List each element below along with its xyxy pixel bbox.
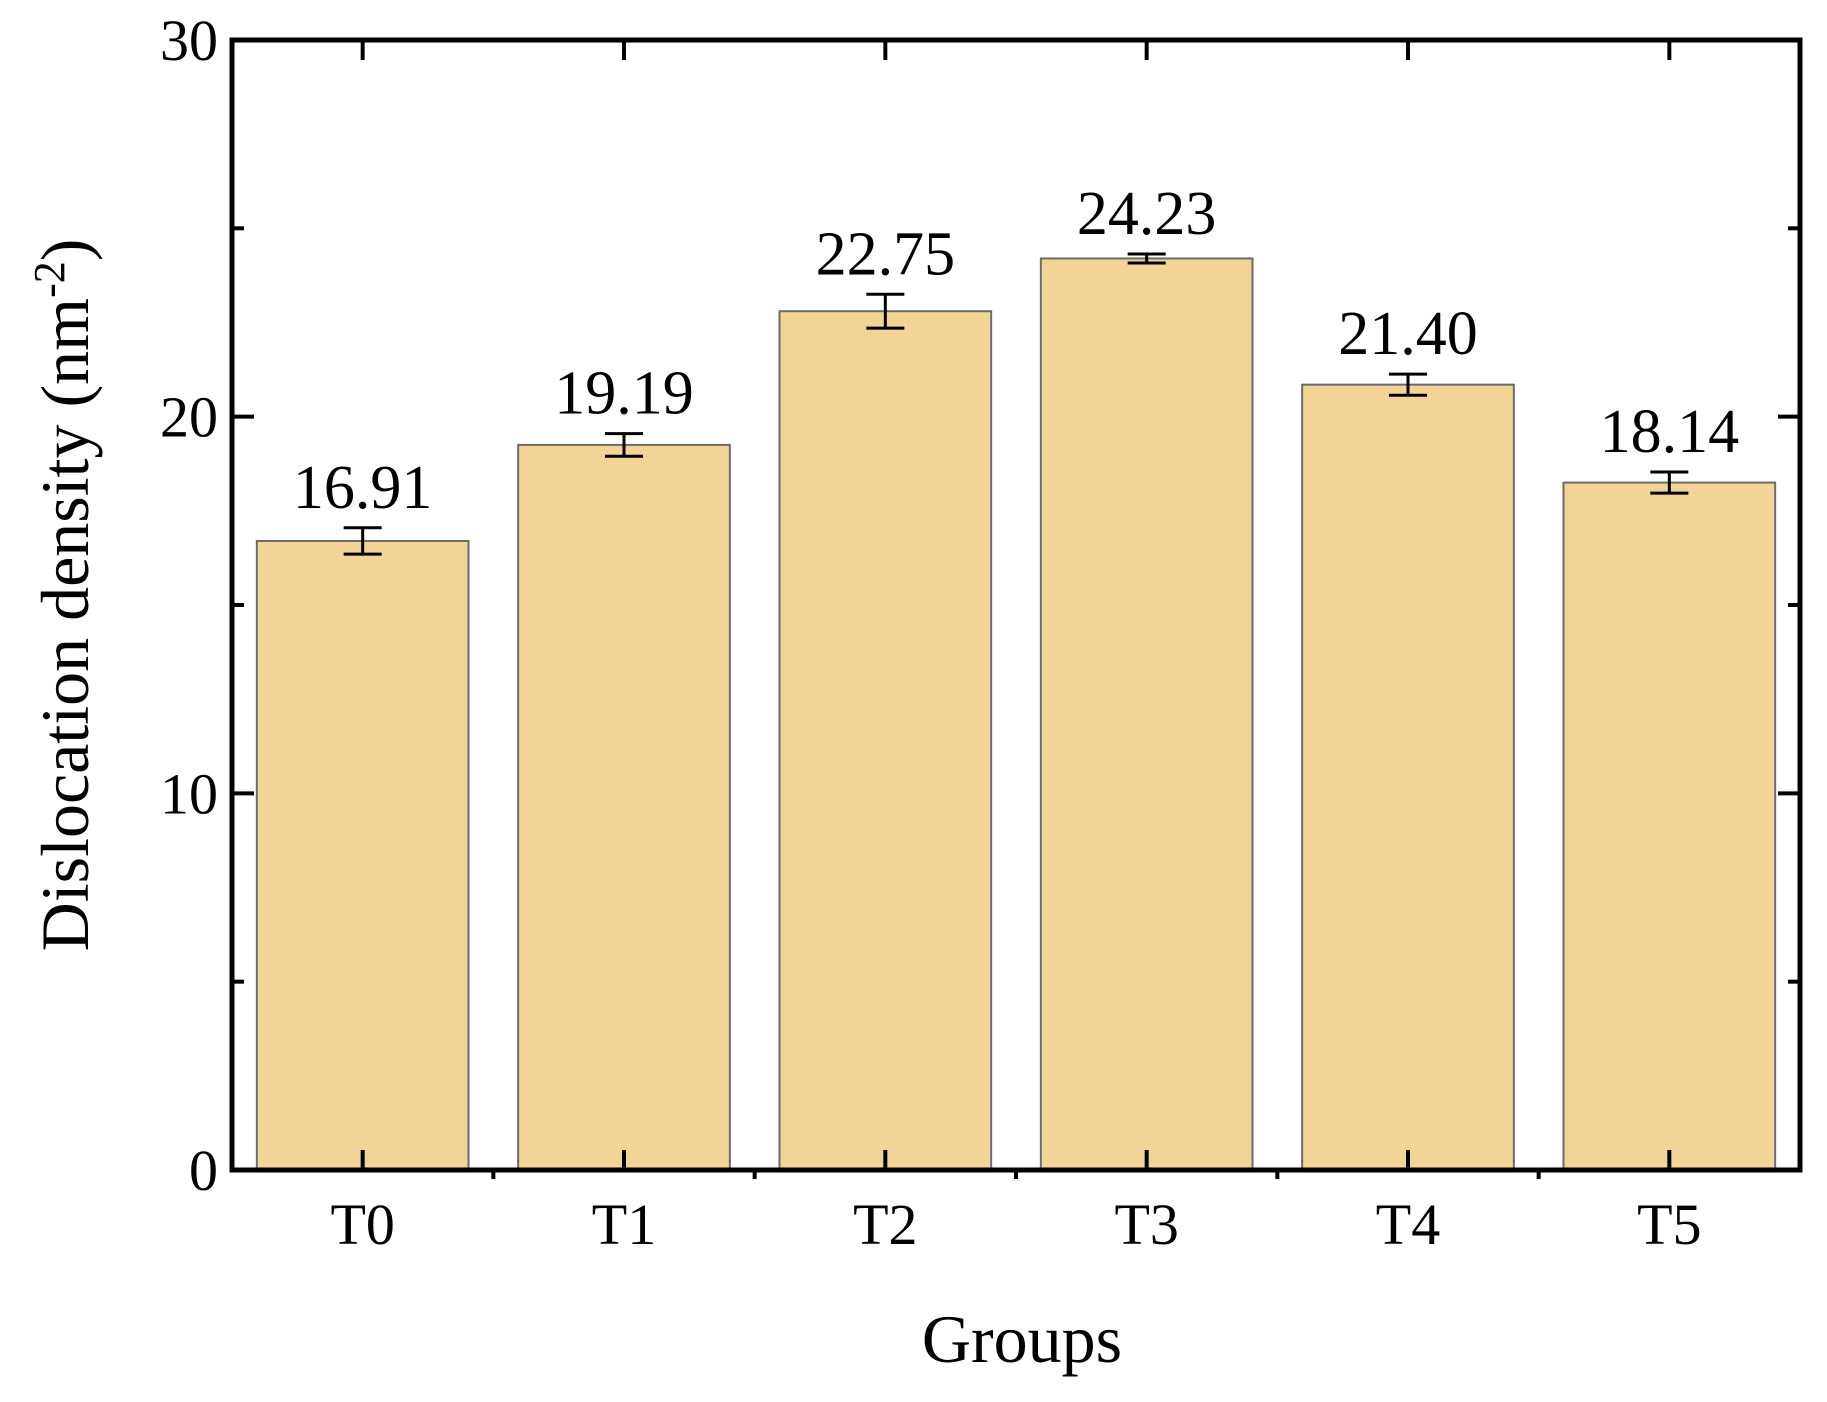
y-axis-title-superscript: -2 bbox=[25, 261, 74, 298]
bars-group bbox=[255, 257, 1777, 1172]
data-label-T5: 18.14 bbox=[1600, 398, 1740, 466]
bar-T5 bbox=[1562, 481, 1777, 1172]
bar-T4 bbox=[1301, 383, 1515, 1171]
x-tick-label-T0: T0 bbox=[330, 1192, 394, 1257]
y-axis-title: Dislocation density (nm-2) bbox=[25, 239, 103, 952]
data-label-T2: 22.75 bbox=[816, 220, 956, 288]
data-label-T4: 21.40 bbox=[1338, 300, 1478, 368]
x-tick-label-T3: T3 bbox=[1114, 1192, 1178, 1257]
bar-T0 bbox=[255, 539, 470, 1171]
x-tick-label-T2: T2 bbox=[853, 1192, 917, 1257]
x-axis-title: Groups bbox=[922, 1301, 1122, 1377]
bar-T2 bbox=[778, 310, 993, 1171]
axes-group: 0 10 20 30 T0 T1 T2 T3 T4 T5 bbox=[160, 8, 1803, 1257]
error-bars-group bbox=[343, 252, 1689, 556]
y-tick-label-10: 10 bbox=[160, 761, 218, 826]
data-labels-group: 16.91 19.19 22.75 24.23 21.40 18.14 bbox=[293, 180, 1739, 522]
y-tick-label-0: 0 bbox=[189, 1138, 218, 1203]
y-axis-title-main: Dislocation density (nm bbox=[27, 298, 103, 951]
bar-T1 bbox=[517, 443, 731, 1171]
y-axis-title-suffix: ) bbox=[27, 239, 103, 262]
data-label-T0: 16.91 bbox=[293, 454, 433, 522]
y-tick-label-30: 30 bbox=[160, 8, 218, 73]
y-tick-label-20: 20 bbox=[160, 385, 218, 450]
data-label-T3: 24.23 bbox=[1077, 180, 1217, 248]
x-tick-label-T1: T1 bbox=[592, 1192, 656, 1257]
x-tick-label-T4: T4 bbox=[1376, 1192, 1440, 1257]
x-tick-label-T5: T5 bbox=[1637, 1192, 1701, 1257]
data-label-T1: 19.19 bbox=[554, 360, 694, 428]
bar-T3 bbox=[1039, 257, 1254, 1171]
